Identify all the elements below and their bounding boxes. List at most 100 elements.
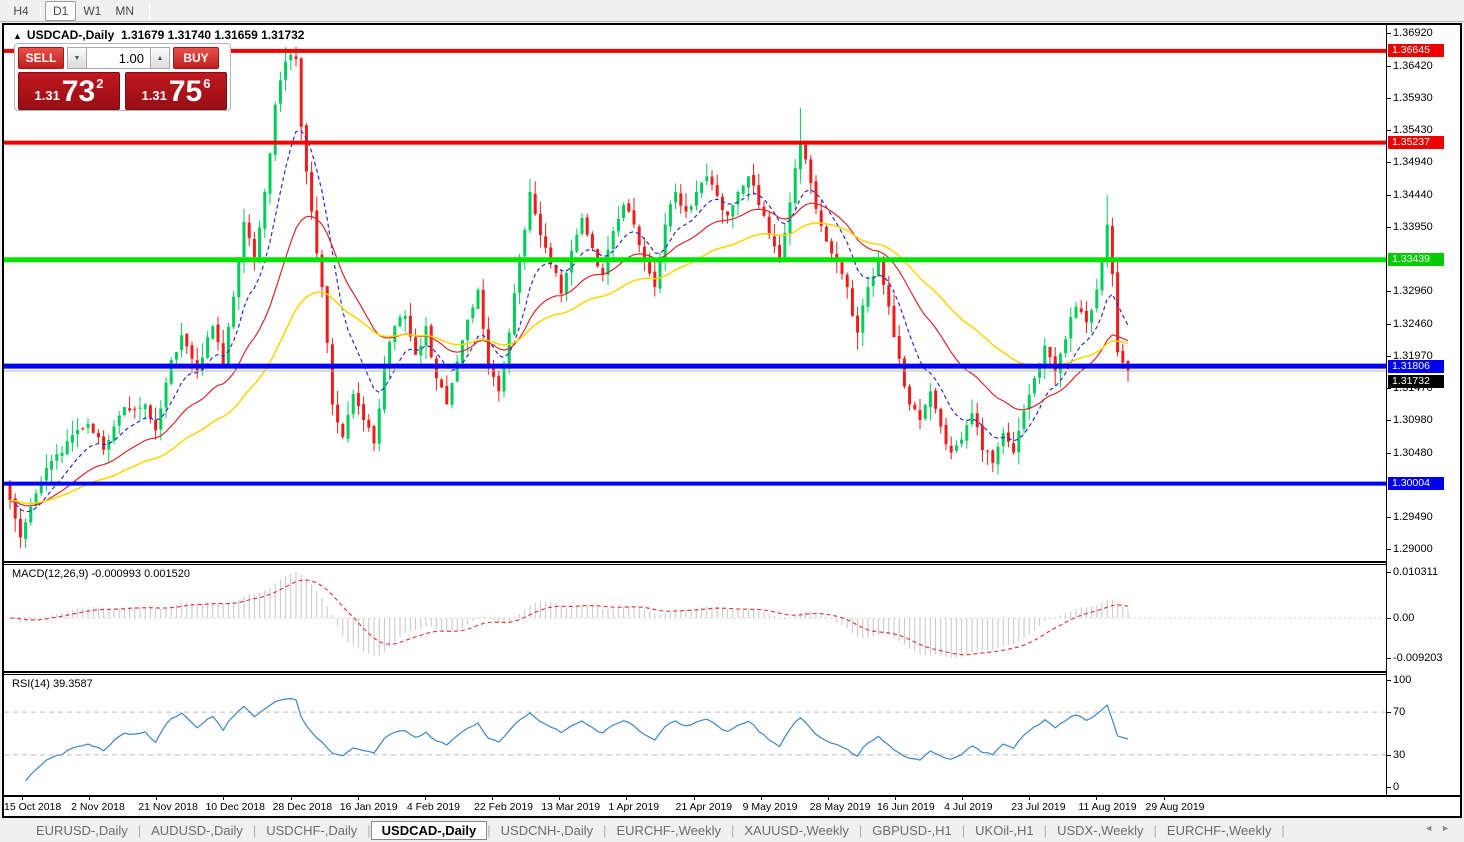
tab-scroll-arrows[interactable]: ◄► (1424, 823, 1458, 833)
rsi-axis-label: 100 (1393, 674, 1412, 686)
chart-tab-eurusd-daily[interactable]: EURUSD-,Daily (36, 822, 128, 838)
macd-indicator-panel[interactable]: MACD(12,26,9) -0.000993 0.001520 (4, 565, 1386, 671)
chart-tab-gbpusd-h1[interactable]: GBPUSD-,H1 (872, 822, 952, 838)
price-level-badge: 1.31806 (1388, 359, 1444, 373)
date-label: 11 Aug 2019 (1078, 801, 1137, 813)
macd-axis-label: -0.009203 (1393, 652, 1443, 664)
chart-title: ▲ USDCAD-,Daily 1.31679 1.31740 1.31659 1… (10, 28, 308, 42)
date-tick-mark (559, 797, 561, 800)
price-tick-label: 1.30480 (1393, 446, 1433, 459)
chart-tab-audusd-daily[interactable]: AUDUSD-,Daily (151, 822, 243, 838)
date-tick-mark (424, 797, 426, 800)
tab-scroll-left-icon[interactable]: ◄ (1424, 823, 1442, 833)
sell-button[interactable]: SELL (18, 47, 64, 69)
price-tick-mark (1387, 323, 1391, 325)
sell-price-box[interactable]: 1.31 73 2 (18, 72, 121, 110)
date-tick-mark (1096, 797, 1098, 800)
price-tick-label: 1.35430 (1393, 124, 1433, 137)
rsi-canvas[interactable] (4, 675, 1386, 795)
tab-separator: | (603, 822, 607, 838)
chart-ohlc: 1.31679 1.31740 1.31659 1.31732 (120, 28, 305, 42)
price-tick-mark (1387, 355, 1391, 357)
volume-input[interactable] (87, 47, 150, 69)
chart-tab-usdx-weekly[interactable]: USDX-,Weekly (1057, 822, 1144, 838)
timeframe-toolbar: H4 D1 W1 MN (0, 0, 1464, 22)
price-level-badge: 1.33439 (1388, 253, 1444, 267)
timeframe-button-mn[interactable]: MN (115, 3, 135, 18)
date-tick-mark (223, 797, 225, 800)
sell-price-big: 73 (61, 75, 96, 108)
time-axis[interactable]: 15 Oct 2018 2 Nov 2018 21 Nov 2018 10 Dec 2… (4, 795, 1460, 816)
price-tick-mark (1387, 517, 1391, 519)
price-axis[interactable]: 1.36920 1.36420 1.35930 1.35430 1.34940 1.344… (1386, 25, 1460, 795)
macd-tick-mark (1387, 658, 1391, 659)
rsi-indicator-panel[interactable]: RSI(14) 39.3587 (4, 675, 1386, 795)
panel-splitter[interactable] (4, 671, 1460, 675)
buy-button[interactable]: BUY (173, 47, 219, 69)
panel-splitter[interactable] (4, 561, 1460, 565)
date-label: 1 Apr 2019 (608, 801, 660, 813)
price-tick-mark (1387, 452, 1391, 454)
price-tick-mark (1387, 226, 1391, 228)
price-level-badge: 1.35237 (1388, 136, 1444, 150)
macd-tick-mark (1387, 572, 1391, 573)
chart-tab-usdchf-daily[interactable]: USDCHF-,Daily (266, 822, 358, 838)
macd-canvas[interactable] (4, 565, 1386, 671)
collapse-icon[interactable]: ▲ (13, 31, 22, 41)
rsi-tick-mark (1387, 787, 1391, 788)
tab-separator: | (961, 822, 966, 838)
price-chart-canvas[interactable] (4, 25, 1386, 561)
date-tick-mark (962, 797, 964, 800)
volume-decrease-button[interactable]: ▼ (67, 47, 87, 69)
tab-separator: | (367, 822, 371, 838)
volume-increase-button[interactable]: ▲ (150, 47, 170, 69)
price-tick-mark (1387, 130, 1391, 132)
date-tick-mark (894, 797, 896, 800)
toolbar-separator (149, 2, 151, 19)
tab-separator: | (487, 822, 491, 838)
rsi-tick-mark (1387, 754, 1391, 756)
date-tick-mark (22, 797, 23, 800)
rsi-tick-mark (1387, 680, 1391, 681)
date-tick-mark (492, 797, 494, 800)
timeframe-button-d1[interactable]: D1 (45, 0, 77, 21)
date-label: 23 Jul 2019 (1011, 801, 1066, 813)
chart-tab-usdcnh-daily[interactable]: USDCNH-,Daily (500, 822, 594, 838)
chart-window: ▲ USDCAD-,Daily 1.31679 1.31740 1.31659 1… (2, 23, 1462, 818)
date-tick-mark (1163, 797, 1165, 800)
chart-tab-usdcad-daily[interactable]: USDCAD-,Daily (370, 820, 488, 840)
chart-tab-ukoil-h1[interactable]: UKOil-,H1 (975, 822, 1034, 838)
price-tick-mark (1387, 33, 1391, 34)
tab-separator: | (858, 822, 863, 838)
buy-price-sup: 6 (203, 76, 211, 91)
rsi-axis-label: 70 (1393, 706, 1406, 719)
buy-price-box[interactable]: 1.31 75 6 (124, 72, 228, 110)
price-tick-mark (1387, 162, 1391, 163)
date-label: 4 Feb 2019 (406, 801, 461, 813)
chart-tab-eurchf-weekly[interactable]: EURCHF-,Weekly (1166, 822, 1272, 838)
tab-scroll-right-icon[interactable]: ► (1441, 823, 1458, 833)
sell-price-sup: 2 (96, 76, 104, 91)
price-tick-label: 1.36920 (1393, 27, 1433, 39)
date-label: 13 Mar 2019 (541, 801, 601, 813)
price-tick-mark (1387, 388, 1391, 390)
date-tick-mark (760, 797, 762, 800)
date-label: 9 May 2019 (742, 801, 798, 813)
macd-tick-mark (1387, 618, 1391, 619)
toolbar-separator (40, 2, 41, 19)
chart-tab-xauusd-weekly[interactable]: XAUUSD-,Weekly (744, 822, 849, 838)
date-label: 29 Aug 2019 (1145, 801, 1205, 813)
price-chart-panel[interactable]: ▲ USDCAD-,Daily 1.31679 1.31740 1.31659 1… (4, 25, 1386, 561)
date-label: 16 Jan 2019 (339, 801, 398, 813)
rsi-value: 39.3587 (52, 678, 93, 690)
price-tick-label: 1.35930 (1393, 91, 1433, 104)
price-tick-label: 1.31970 (1393, 349, 1433, 362)
timeframe-button-w1[interactable]: W1 (83, 3, 102, 18)
timeframe-button-h4[interactable]: H4 (13, 3, 29, 18)
date-label: 28 Dec 2018 (272, 801, 333, 813)
date-label: 15 Oct 2018 (4, 801, 62, 813)
chart-tab-eurchf-weekly[interactable]: EURCHF-,Weekly (616, 822, 722, 838)
tab-separator: | (252, 822, 257, 838)
date-tick-mark (89, 797, 91, 800)
date-label: 10 Dec 2018 (205, 801, 265, 813)
